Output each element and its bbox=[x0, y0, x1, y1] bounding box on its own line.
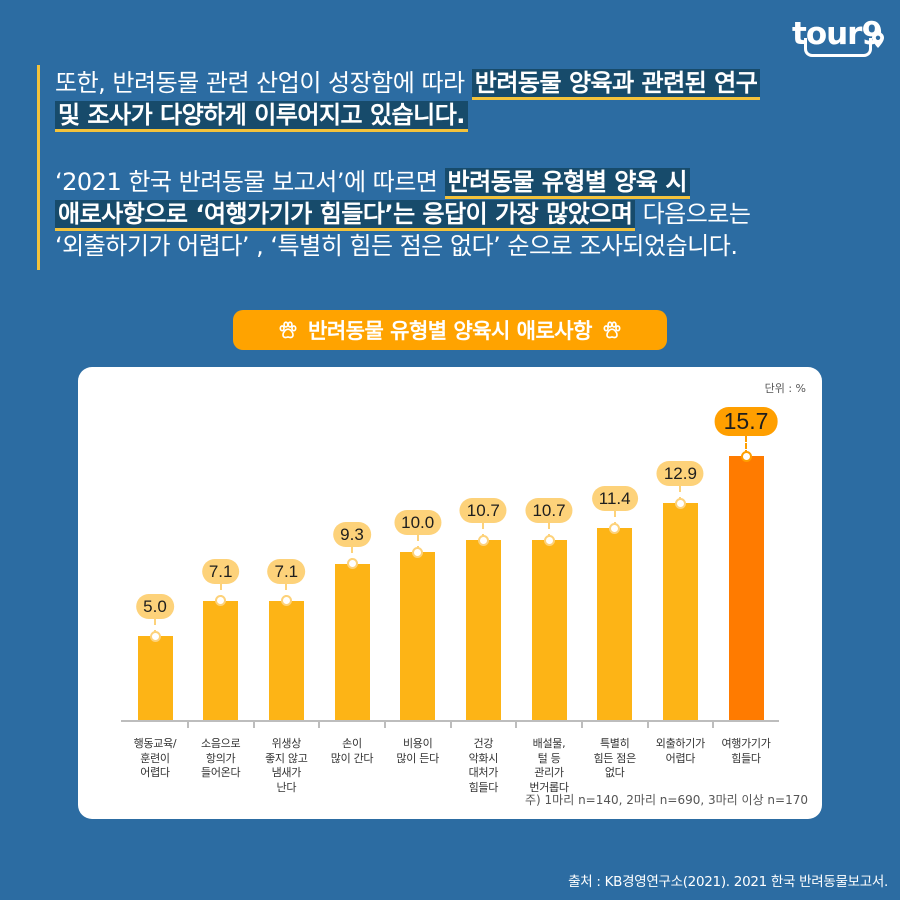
chart-title: 반려동물 유형별 양육시 애로사항 bbox=[308, 319, 592, 343]
bar bbox=[137, 636, 173, 720]
bar bbox=[268, 600, 304, 720]
value-label: 9.3 bbox=[333, 521, 371, 547]
bar bbox=[728, 456, 764, 720]
x-axis-tick bbox=[318, 720, 321, 728]
chart-footnote: 주) 1마리 n=140, 2마리 n=690, 3마리 이상 n=170 bbox=[525, 793, 808, 807]
value-label: 10.7 bbox=[459, 498, 507, 524]
bar-top-marker bbox=[346, 558, 358, 570]
x-axis-label: 위생상 좋지 않고 냄새가 난다 bbox=[265, 737, 308, 794]
paw-icon bbox=[603, 321, 621, 339]
unit-label: 단위 : % bbox=[764, 382, 806, 395]
bar-top-marker bbox=[609, 522, 621, 534]
x-axis-tick bbox=[515, 720, 518, 728]
x-axis-label: 외출하기가 어렵다 bbox=[655, 737, 705, 765]
value-label: 10.7 bbox=[525, 498, 573, 524]
value-connector bbox=[285, 583, 288, 601]
bar bbox=[465, 540, 501, 720]
bar bbox=[400, 552, 436, 720]
paragraph-line: ‘외출하기가 어렵다’ , ‘특별히 힘든 점은 없다’ 순으로 조사되었습니다… bbox=[55, 230, 750, 262]
highlighted-text: 애로사항으로 ‘여행가기가 힘들다’는 응답이 가장 많았으며 bbox=[55, 200, 636, 231]
paragraph-line: 또한, 반려동물 관련 산업이 성장함에 따라 반려동물 양육과 관련된 연구 bbox=[55, 67, 761, 100]
x-axis-label: 여행가기가 힘들다 bbox=[721, 737, 771, 765]
x-axis-tick bbox=[383, 720, 386, 728]
paragraph-line: 및 조사가 다양하게 이루어지고 있습니다. bbox=[55, 99, 760, 132]
bar-top-marker bbox=[280, 595, 292, 607]
value-connector bbox=[548, 523, 551, 541]
value-label: 5.0 bbox=[136, 594, 174, 619]
value-label: 10.0 bbox=[394, 510, 442, 535]
value-connector bbox=[679, 486, 682, 504]
bar bbox=[662, 503, 698, 720]
text-segment: ‘외출하기가 어렵다’ , ‘특별히 힘든 점은 없다’ 순으로 조사되었습니다… bbox=[55, 232, 738, 260]
highlighted-text: 반려동물 양육과 관련된 연구 bbox=[471, 69, 761, 100]
value-connector bbox=[745, 436, 748, 457]
x-axis-label: 건강 악화시 대처가 힘들다 bbox=[468, 737, 499, 794]
x-axis-label: 행동교육/ 훈련이 어렵다 bbox=[133, 737, 177, 779]
text-segment: 또한, 반려동물 관련 산업이 성장함에 따라 bbox=[55, 69, 472, 97]
paragraph-line: 애로사항으로 ‘여행가기가 힘들다’는 응답이 가장 많았으며 다음으로는 bbox=[55, 198, 751, 231]
bar-top-marker bbox=[477, 534, 489, 546]
bar bbox=[334, 563, 370, 720]
x-axis-tick bbox=[449, 720, 452, 728]
paragraph-line: ‘2021 한국 반려동물 보고서’에 따르면 반려동물 유형별 양육 시 bbox=[55, 166, 750, 199]
value-label: 11.4 bbox=[591, 486, 638, 512]
value-label: 7.1 bbox=[201, 558, 240, 584]
text-segment: 다음으로는 bbox=[635, 200, 751, 228]
x-axis-label: 소음으로 항의가 들어온다 bbox=[201, 737, 241, 779]
value-label: 12.9 bbox=[656, 461, 704, 487]
bar-top-marker bbox=[412, 546, 424, 558]
x-axis-tick bbox=[646, 720, 649, 728]
bar-top-marker bbox=[215, 595, 227, 607]
x-axis-tick bbox=[252, 720, 255, 728]
x-axis-label: 배설물, 털 등 관리가 번거롭다 bbox=[529, 737, 569, 794]
x-axis-tick bbox=[580, 720, 583, 728]
bar-top-marker bbox=[740, 450, 752, 462]
bar-top-marker bbox=[674, 497, 686, 509]
bar-top-marker bbox=[543, 534, 555, 546]
paw-icon bbox=[279, 321, 297, 339]
value-connector bbox=[416, 535, 419, 552]
bar bbox=[203, 600, 239, 720]
value-connector bbox=[219, 583, 222, 601]
value-connector bbox=[154, 619, 156, 636]
highlighted-text: 반려동물 유형별 양육 시 bbox=[444, 168, 690, 199]
intro-paragraph-1: 또한, 반려동물 관련 산업이 성장함에 따라 반려동물 양육과 관련된 연구 … bbox=[55, 67, 761, 132]
bar bbox=[531, 540, 567, 720]
bar-top-marker bbox=[149, 630, 161, 642]
x-axis-label: 손이 많이 간다 bbox=[330, 737, 374, 765]
value-label: 7.1 bbox=[267, 558, 306, 584]
accent-bar bbox=[37, 65, 40, 270]
chart-card: 단위 : % 5.0 행동교육/ 훈련이 어렵다 7.1 소음으로 항의가 들어온다 7… bbox=[78, 367, 822, 819]
highlighted-text: 및 조사가 다양하게 이루어지고 있습니다. bbox=[55, 101, 468, 132]
x-axis-line bbox=[121, 720, 779, 722]
x-axis-tick bbox=[186, 720, 189, 728]
bar bbox=[597, 528, 633, 720]
source-citation: 출처 : KB경영연구소(2021). 2021 한국 반려동물보고서. bbox=[568, 874, 888, 890]
x-axis-tick bbox=[712, 720, 715, 728]
value-connector bbox=[613, 511, 616, 529]
x-axis-label: 비용이 많이 든다 bbox=[396, 737, 439, 765]
chart-title-pill: 반려동물 유형별 양육시 애로사항 bbox=[233, 310, 667, 350]
x-axis-label: 특별히 힘든 점은 없다 bbox=[593, 737, 636, 779]
value-label: 15.7 bbox=[714, 407, 778, 437]
location-pin-icon bbox=[872, 32, 884, 48]
tour9-logo: tour9 bbox=[790, 16, 886, 60]
value-connector bbox=[351, 546, 353, 564]
logo-bracket-shape bbox=[804, 38, 872, 57]
value-connector bbox=[482, 523, 485, 541]
logo-text: tour9 bbox=[792, 16, 883, 52]
text-segment: ‘2021 한국 반려동물 보고서’에 따르면 bbox=[55, 168, 445, 196]
intro-paragraph-2: ‘2021 한국 반려동물 보고서’에 따르면 반려동물 유형별 양육 시 애로… bbox=[55, 166, 751, 262]
